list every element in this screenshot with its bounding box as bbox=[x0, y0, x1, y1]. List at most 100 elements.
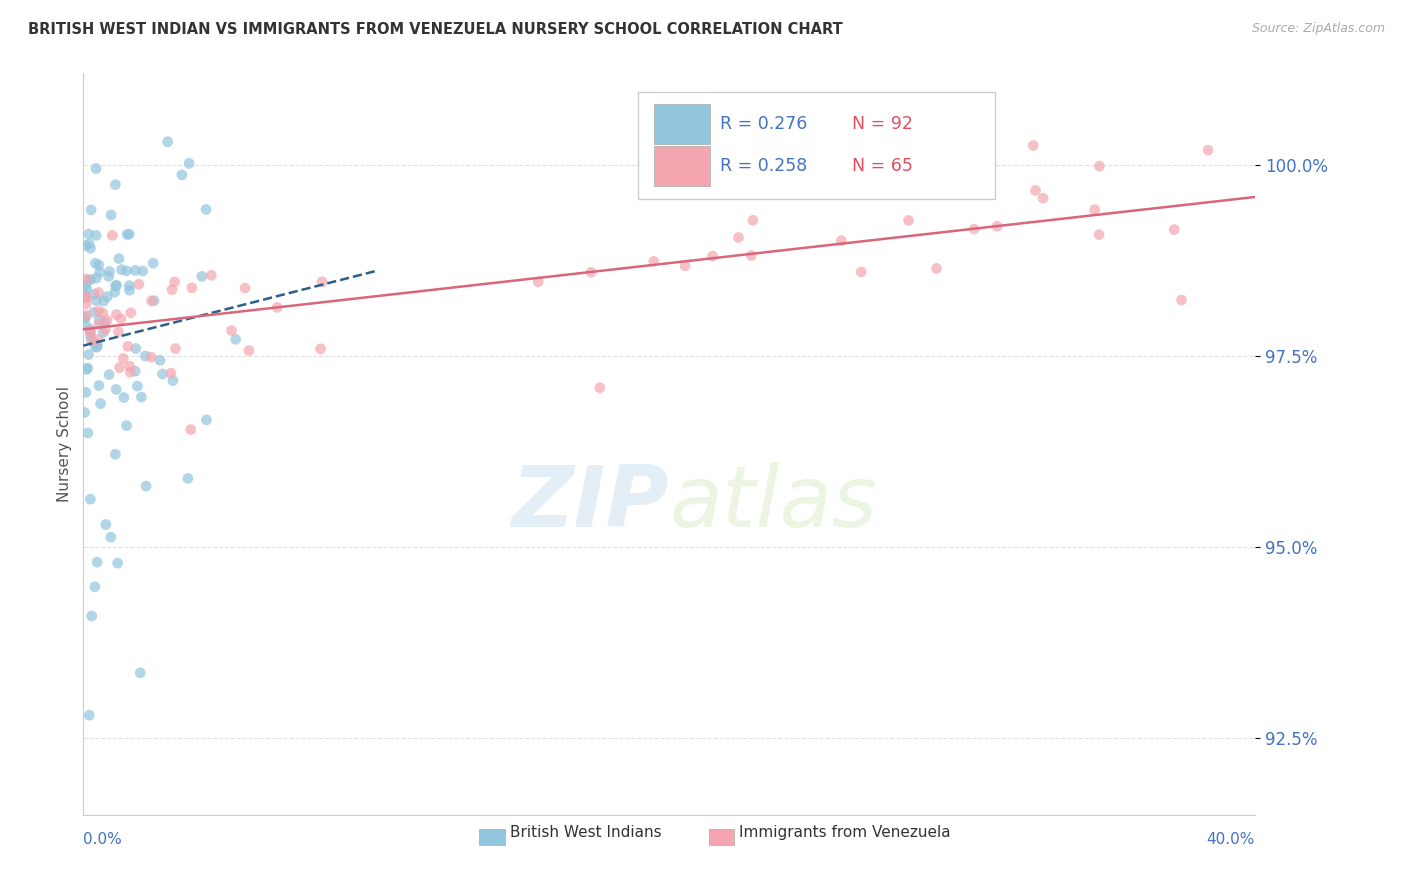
Point bbox=[91, 306, 114, 320]
Point bbox=[87, 258, 110, 272]
Point bbox=[120, 365, 142, 379]
Point bbox=[191, 269, 214, 284]
Point bbox=[84, 161, 107, 176]
Point bbox=[180, 281, 202, 295]
Point bbox=[100, 530, 122, 544]
Point bbox=[100, 208, 122, 222]
Point bbox=[76, 362, 98, 376]
Point bbox=[160, 366, 183, 380]
Point bbox=[1170, 293, 1192, 307]
Point bbox=[742, 213, 765, 227]
Point bbox=[97, 269, 120, 284]
Point bbox=[740, 249, 762, 263]
Point bbox=[89, 265, 111, 279]
Point bbox=[94, 322, 117, 336]
Point bbox=[73, 310, 96, 325]
Point bbox=[76, 274, 98, 288]
Point bbox=[177, 471, 200, 485]
Point bbox=[75, 288, 97, 302]
Point bbox=[84, 340, 107, 354]
Point bbox=[83, 305, 105, 319]
Point bbox=[124, 263, 146, 277]
Point bbox=[118, 227, 141, 242]
Point bbox=[1032, 191, 1054, 205]
Point bbox=[79, 492, 101, 507]
Point bbox=[87, 285, 110, 300]
Point bbox=[195, 202, 218, 217]
Point bbox=[830, 234, 852, 248]
Text: R = 0.258: R = 0.258 bbox=[720, 157, 807, 175]
Point bbox=[118, 359, 141, 374]
Text: ZIP: ZIP bbox=[512, 461, 669, 545]
Point bbox=[135, 479, 157, 493]
Point bbox=[87, 317, 110, 331]
Point bbox=[76, 282, 98, 296]
Point bbox=[93, 294, 115, 309]
Point bbox=[96, 290, 118, 304]
Point bbox=[77, 227, 100, 241]
Point bbox=[142, 256, 165, 270]
Point bbox=[86, 293, 108, 308]
Point bbox=[177, 156, 200, 170]
Point bbox=[118, 283, 141, 297]
Point bbox=[115, 227, 138, 242]
Point bbox=[75, 385, 97, 400]
Point bbox=[165, 342, 187, 356]
Point bbox=[79, 326, 101, 340]
Point bbox=[76, 425, 98, 440]
Point bbox=[93, 316, 115, 330]
Point bbox=[75, 297, 97, 311]
FancyBboxPatch shape bbox=[637, 92, 995, 199]
Point bbox=[98, 264, 121, 278]
Point bbox=[673, 259, 696, 273]
Text: British West Indians: British West Indians bbox=[510, 825, 662, 840]
Point bbox=[83, 580, 105, 594]
Point bbox=[266, 301, 288, 315]
Point bbox=[897, 213, 920, 227]
Point bbox=[104, 178, 127, 192]
Point bbox=[83, 287, 105, 301]
Text: BRITISH WEST INDIAN VS IMMIGRANTS FROM VENEZUELA NURSERY SCHOOL CORRELATION CHAR: BRITISH WEST INDIAN VS IMMIGRANTS FROM V… bbox=[28, 22, 842, 37]
Point bbox=[131, 390, 153, 404]
Point bbox=[120, 306, 142, 320]
Point bbox=[195, 413, 218, 427]
Point bbox=[643, 254, 665, 268]
Point bbox=[107, 556, 129, 570]
Point bbox=[141, 350, 163, 364]
Point bbox=[75, 272, 97, 286]
Point bbox=[1022, 138, 1045, 153]
Point bbox=[87, 378, 110, 392]
Point bbox=[73, 288, 96, 302]
Point bbox=[115, 418, 138, 433]
Point bbox=[80, 332, 103, 346]
Point bbox=[107, 325, 129, 339]
Y-axis label: Nursery School: Nursery School bbox=[58, 385, 72, 502]
Point bbox=[73, 291, 96, 305]
Point bbox=[84, 256, 107, 270]
Point bbox=[86, 271, 108, 285]
Point bbox=[105, 278, 128, 293]
Point bbox=[589, 381, 612, 395]
Point bbox=[143, 293, 166, 308]
Point bbox=[200, 268, 222, 283]
Point bbox=[118, 278, 141, 293]
Point bbox=[702, 249, 724, 263]
Text: atlas: atlas bbox=[669, 461, 877, 545]
Point bbox=[86, 337, 108, 351]
Point bbox=[134, 349, 156, 363]
Point bbox=[73, 310, 96, 324]
Point bbox=[79, 324, 101, 338]
Point bbox=[75, 278, 97, 293]
Point bbox=[77, 708, 100, 723]
Text: Immigrants from Venezuela: Immigrants from Venezuela bbox=[740, 825, 950, 840]
Point bbox=[104, 447, 127, 461]
FancyBboxPatch shape bbox=[654, 104, 710, 145]
Point bbox=[104, 285, 127, 299]
Point bbox=[90, 396, 112, 410]
Point bbox=[1088, 159, 1111, 173]
FancyBboxPatch shape bbox=[654, 145, 710, 186]
Point bbox=[108, 252, 131, 266]
Point bbox=[156, 135, 179, 149]
Point bbox=[986, 219, 1008, 234]
Point bbox=[221, 324, 243, 338]
